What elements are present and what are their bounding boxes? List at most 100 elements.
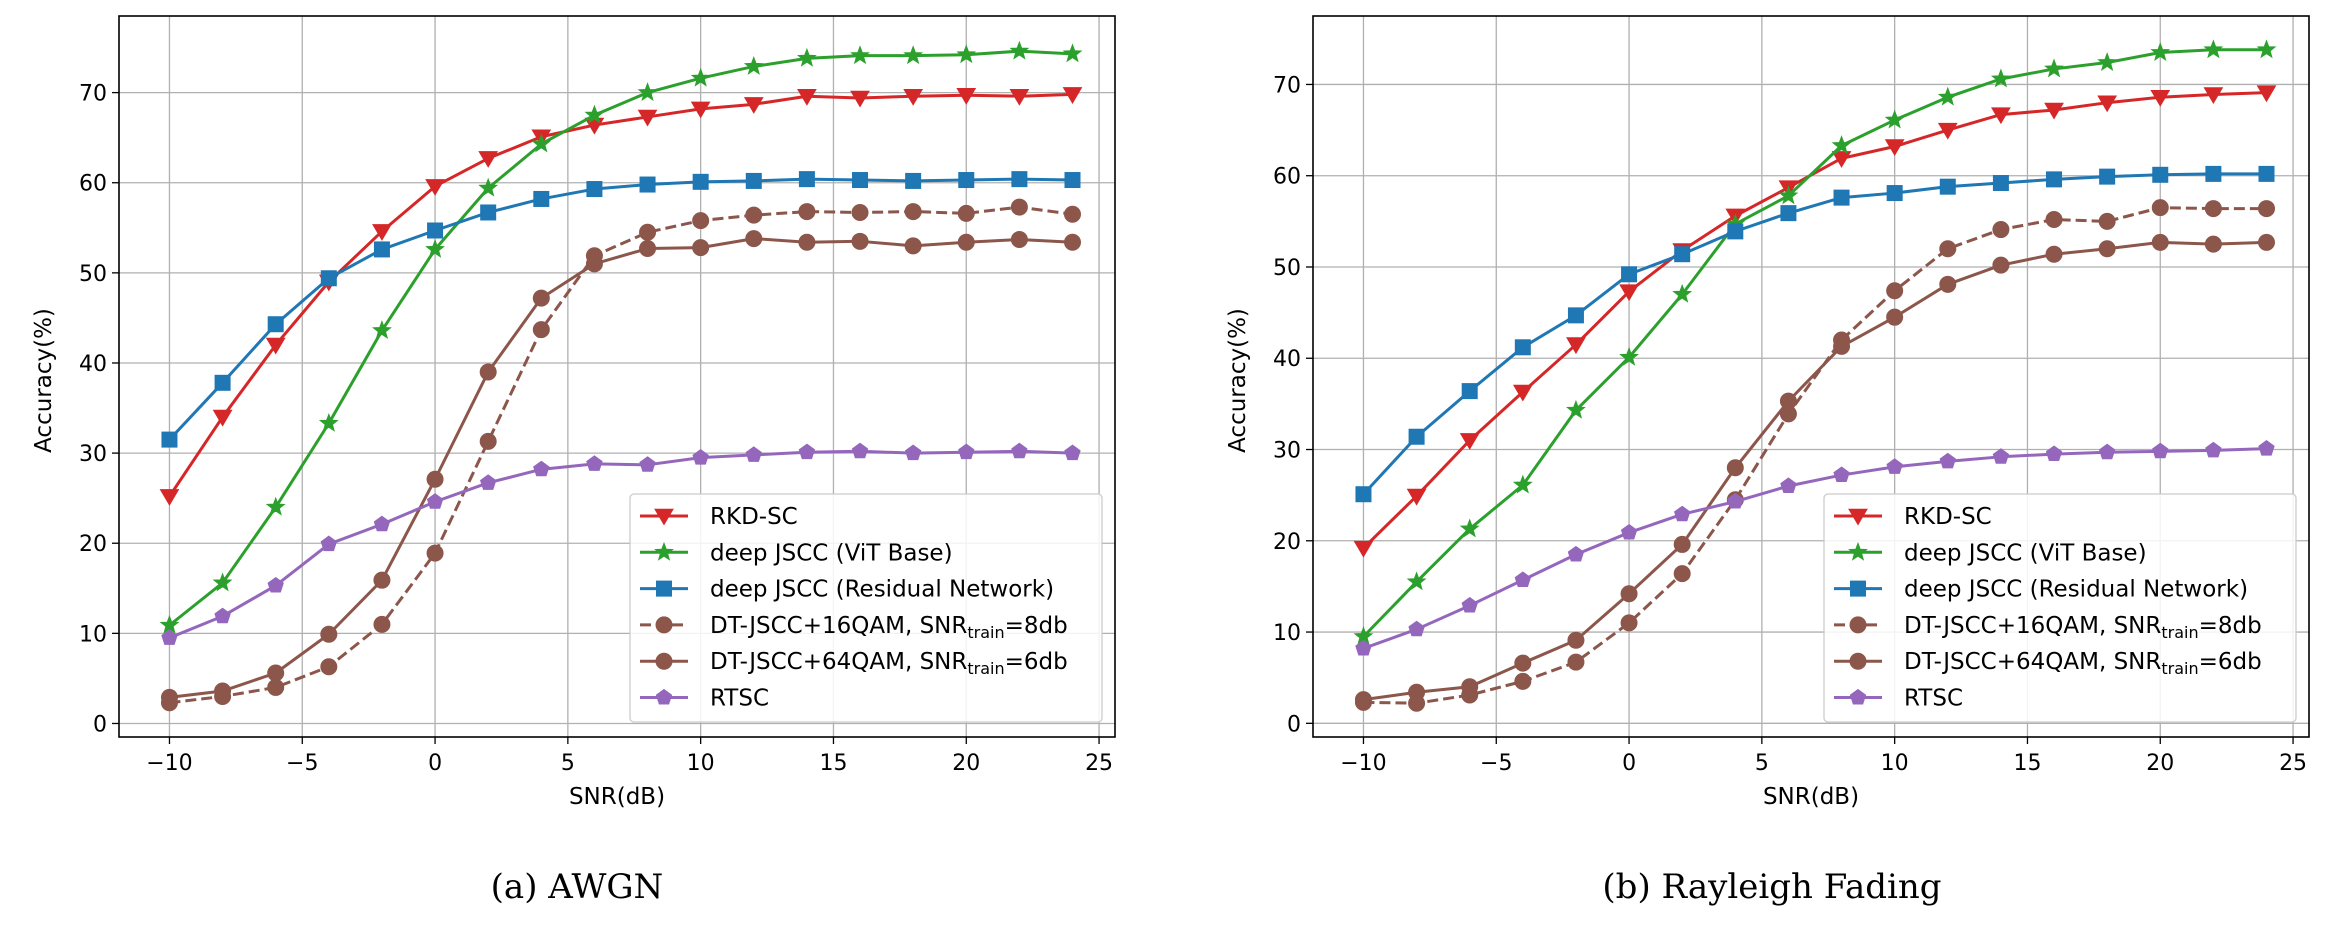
data-point	[426, 544, 444, 562]
series-5	[161, 442, 1081, 645]
y-tick-label: 30	[79, 442, 107, 467]
data-point	[2203, 39, 2224, 59]
data-point	[798, 171, 815, 188]
data-point	[1514, 654, 1532, 672]
data-point	[904, 444, 922, 461]
data-point	[1512, 384, 1533, 402]
data-point	[1567, 653, 1585, 671]
data-point	[1459, 433, 1480, 450]
data-point	[957, 233, 975, 251]
data-point	[1833, 189, 1850, 206]
series-2	[1355, 165, 2275, 503]
series-0	[1353, 85, 2277, 558]
data-point	[425, 238, 445, 258]
legend: RKD-SC deep JSCC (ViT Base) deep JSCC (Res…	[1823, 493, 2297, 723]
y-tick-label: 50	[79, 262, 107, 287]
data-point	[1064, 444, 1081, 461]
y-tick-label: 60	[1273, 165, 1301, 190]
data-point	[745, 230, 763, 248]
legend-label: RTSC	[1904, 686, 1963, 712]
data-point	[478, 177, 499, 197]
caption-a: (a) AWGN	[491, 867, 664, 907]
data-point	[214, 374, 231, 391]
data-point	[1619, 284, 1639, 302]
data-point	[1620, 614, 1638, 632]
series-line	[1363, 240, 2267, 702]
x-tick-label: 15	[2013, 751, 2041, 776]
legend-marker	[1849, 616, 1867, 634]
data-point	[480, 204, 497, 221]
data-point	[1992, 256, 2010, 274]
data-point	[2258, 233, 2276, 251]
data-point	[1011, 171, 1028, 188]
data-point	[1886, 282, 1904, 300]
data-point	[798, 443, 816, 460]
data-point	[2151, 199, 2169, 217]
legend-label: deep JSCC (ViT Base)	[710, 540, 953, 566]
legend-marker	[654, 508, 674, 526]
y-tick-label: 20	[79, 532, 107, 557]
series-5	[1355, 439, 2275, 656]
data-point	[479, 474, 497, 490]
data-point	[372, 320, 392, 339]
data-point	[212, 572, 233, 592]
data-point	[1884, 139, 1905, 157]
data-point	[2203, 87, 2224, 105]
data-point	[1939, 275, 1957, 293]
data-point	[1992, 221, 2010, 239]
data-point	[1354, 691, 1372, 709]
data-point	[2258, 200, 2276, 218]
data-point	[2256, 85, 2277, 103]
legend-box	[1823, 493, 2297, 723]
data-point	[1406, 571, 1427, 591]
data-point	[1937, 122, 1958, 140]
data-point	[692, 212, 710, 230]
data-point	[958, 443, 975, 460]
data-point	[478, 151, 499, 168]
x-axis-label: SNR(dB)	[569, 784, 665, 810]
legend-label-main: deep JSCC (Residual Network)	[1904, 577, 2248, 603]
data-point	[1672, 283, 1693, 303]
data-point	[1621, 266, 1638, 283]
data-point	[533, 460, 550, 477]
legend-marker	[1848, 508, 1868, 526]
legend-label-subscript: train	[967, 659, 1004, 678]
y-tick-label: 70	[1273, 73, 1301, 98]
data-point	[957, 204, 975, 222]
series-0	[159, 87, 1083, 506]
data-point	[1937, 86, 1958, 106]
data-point	[1514, 672, 1532, 690]
data-point	[850, 90, 870, 108]
data-point	[1673, 565, 1691, 583]
x-tick-label: 20	[952, 751, 980, 776]
x-axis-label: SNR(dB)	[1763, 784, 1859, 810]
data-point	[320, 658, 338, 676]
data-point	[267, 316, 284, 333]
series-2	[161, 171, 1081, 448]
data-point	[1010, 231, 1028, 249]
data-point	[373, 571, 391, 589]
x-tick-label: 15	[819, 751, 847, 776]
y-axis-label: Accuracy(%)	[31, 308, 57, 453]
y-tick-label: 50	[1273, 256, 1301, 281]
y-tick-label: 10	[1273, 621, 1301, 646]
legend-label: RTSC	[710, 686, 769, 712]
data-point	[161, 629, 178, 645]
data-point	[1673, 505, 1691, 522]
data-point	[797, 88, 817, 106]
data-point	[1406, 488, 1427, 506]
legend-box	[629, 493, 1103, 723]
data-point	[852, 172, 869, 189]
x-tick-label: 0	[428, 751, 442, 776]
data-point	[1939, 452, 1956, 469]
data-point	[958, 172, 975, 189]
data-point	[2044, 58, 2064, 78]
data-point	[1620, 523, 1638, 540]
data-point	[1727, 223, 1744, 240]
x-tick-label: 20	[2146, 751, 2174, 776]
legend-label-suffix: =6db	[2199, 649, 2262, 675]
data-point	[373, 515, 391, 532]
legend-label-main: RKD-SC	[1904, 504, 1992, 530]
data-point	[320, 625, 338, 643]
data-point	[743, 97, 764, 114]
